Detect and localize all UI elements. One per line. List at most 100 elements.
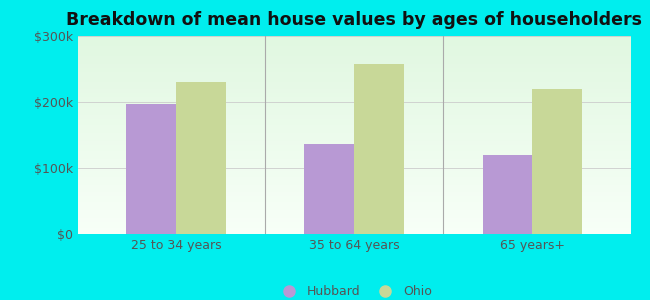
Bar xyxy=(78,70,630,72)
Bar xyxy=(78,103,630,105)
Bar xyxy=(78,171,630,172)
Bar xyxy=(78,119,630,121)
Bar xyxy=(532,89,582,234)
Bar xyxy=(78,111,630,113)
Bar xyxy=(78,115,630,117)
Bar xyxy=(78,74,630,76)
Bar xyxy=(78,224,630,226)
Bar xyxy=(78,190,630,192)
Bar xyxy=(78,145,630,147)
Bar xyxy=(78,125,630,127)
Bar xyxy=(78,135,630,137)
Bar xyxy=(78,44,630,46)
Bar xyxy=(78,159,630,161)
Bar xyxy=(78,95,630,98)
Bar xyxy=(78,60,630,62)
Bar xyxy=(78,137,630,139)
Bar xyxy=(78,194,630,196)
Bar xyxy=(78,89,630,92)
Bar xyxy=(78,222,630,224)
Bar xyxy=(78,66,630,68)
Legend: Hubbard, Ohio: Hubbard, Ohio xyxy=(272,280,437,300)
Bar xyxy=(78,42,630,44)
Title: Breakdown of mean house values by ages of householders: Breakdown of mean house values by ages o… xyxy=(66,11,642,29)
Bar xyxy=(78,123,630,125)
Bar xyxy=(78,62,630,64)
Bar xyxy=(78,206,630,208)
Bar xyxy=(78,216,630,218)
Bar xyxy=(78,177,630,178)
Bar xyxy=(78,38,630,40)
Bar xyxy=(78,172,630,175)
Bar xyxy=(78,196,630,198)
Bar xyxy=(78,105,630,107)
Bar xyxy=(78,117,630,119)
Bar xyxy=(126,104,176,234)
Bar xyxy=(78,184,630,187)
Bar xyxy=(78,68,630,70)
Bar xyxy=(78,182,630,184)
Bar xyxy=(78,155,630,157)
Bar xyxy=(78,133,630,135)
Bar xyxy=(78,107,630,109)
Bar xyxy=(78,127,630,129)
Bar xyxy=(78,131,630,133)
Bar xyxy=(78,72,630,74)
Bar xyxy=(78,82,630,83)
Bar xyxy=(78,56,630,58)
Bar xyxy=(78,101,630,103)
Bar xyxy=(78,167,630,169)
Bar xyxy=(78,92,630,93)
Bar xyxy=(78,208,630,210)
Bar xyxy=(78,153,630,155)
Bar xyxy=(78,76,630,78)
Bar xyxy=(78,187,630,188)
Bar xyxy=(78,192,630,194)
Bar xyxy=(78,121,630,123)
Bar xyxy=(78,36,630,38)
Bar xyxy=(78,48,630,50)
Bar xyxy=(78,99,630,101)
Bar xyxy=(482,155,532,234)
Bar xyxy=(78,202,630,204)
Bar xyxy=(78,212,630,214)
Bar xyxy=(78,109,630,111)
Bar xyxy=(78,83,630,85)
Bar xyxy=(78,198,630,200)
Bar xyxy=(78,139,630,141)
Bar xyxy=(78,80,630,82)
Bar xyxy=(78,46,630,48)
Bar xyxy=(78,232,630,234)
Bar xyxy=(78,169,630,171)
Bar xyxy=(78,113,630,115)
Bar xyxy=(78,143,630,145)
Bar xyxy=(78,210,630,212)
Bar xyxy=(78,151,630,153)
Bar xyxy=(78,163,630,165)
Bar xyxy=(78,93,630,95)
Bar xyxy=(304,144,354,234)
Bar xyxy=(78,88,630,89)
Bar xyxy=(78,228,630,230)
Bar xyxy=(78,204,630,206)
Bar xyxy=(78,161,630,163)
Bar xyxy=(78,226,630,228)
Bar xyxy=(78,52,630,54)
Bar xyxy=(78,40,630,42)
Bar xyxy=(78,78,630,80)
Bar xyxy=(78,50,630,52)
Bar xyxy=(78,147,630,149)
Bar xyxy=(78,200,630,202)
Bar xyxy=(78,141,630,143)
Bar xyxy=(78,54,630,56)
Bar xyxy=(78,188,630,190)
Bar xyxy=(78,220,630,222)
Bar xyxy=(78,98,630,99)
Bar xyxy=(78,178,630,181)
Bar xyxy=(78,149,630,151)
Bar xyxy=(78,58,630,60)
Bar xyxy=(78,230,630,232)
Bar xyxy=(78,157,630,159)
Bar xyxy=(78,129,630,131)
Bar xyxy=(78,214,630,216)
